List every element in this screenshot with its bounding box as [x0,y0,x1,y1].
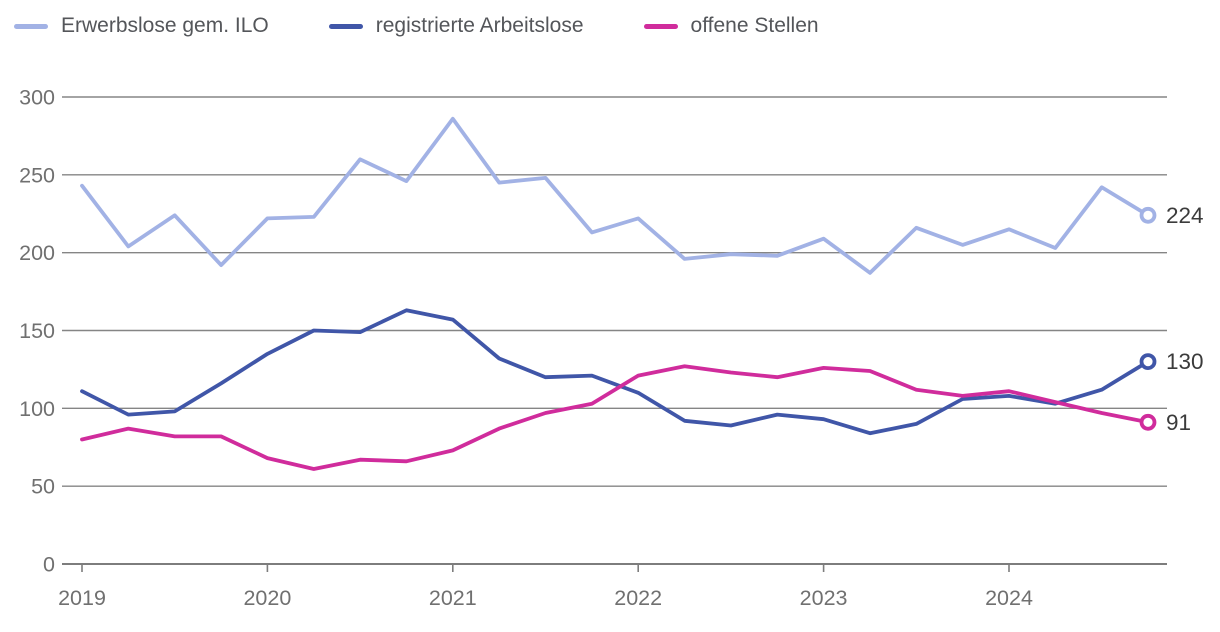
x-axis-label: 2022 [614,586,662,610]
x-axis-label: 2021 [429,586,477,610]
chart-legend: Erwerbslose gem. ILO registrierte Arbeit… [14,14,819,38]
legend-item-registered: registrierte Arbeitslose [328,14,584,38]
x-axis-label: 2020 [243,586,291,610]
series-end-marker-registered-icon [1139,353,1157,371]
legend-swatch-ilo-icon [14,23,48,29]
y-axis-label: 200 [19,241,55,265]
y-axis-label: 0 [43,553,55,577]
legend-item-ilo: Erwerbslose gem. ILO [14,14,269,38]
legend-label-ilo: Erwerbslose gem. ILO [61,14,269,37]
y-axis-label: 150 [19,319,55,343]
series-end-value-registered: 130 [1166,349,1204,374]
series-line-registered [80,308,1150,436]
x-axis-label: 2019 [58,586,106,610]
legend-label-registered: registrierte Arbeitslose [375,14,584,37]
legend-swatch-registered-icon [328,23,363,29]
x-axis-label: 2024 [985,586,1033,610]
series-end-marker-ilo-icon [1139,206,1157,224]
series-end-marker-open-icon [1139,413,1157,431]
y-axis-label: 250 [19,163,55,187]
series-end-value-ilo: 224 [1166,203,1204,228]
y-axis-label: 100 [19,397,55,421]
series-end-value-open: 91 [1166,410,1191,435]
series-line-ilo [80,116,1150,275]
legend-label-open: offene Stellen [690,14,819,37]
y-axis-label: 50 [31,475,55,499]
series-line-open [80,364,1150,471]
x-axis-label: 2023 [800,586,848,610]
y-axis-label: 300 [19,86,55,110]
legend-item-open: offene Stellen [643,14,819,38]
legend-swatch-open-icon [643,23,678,29]
